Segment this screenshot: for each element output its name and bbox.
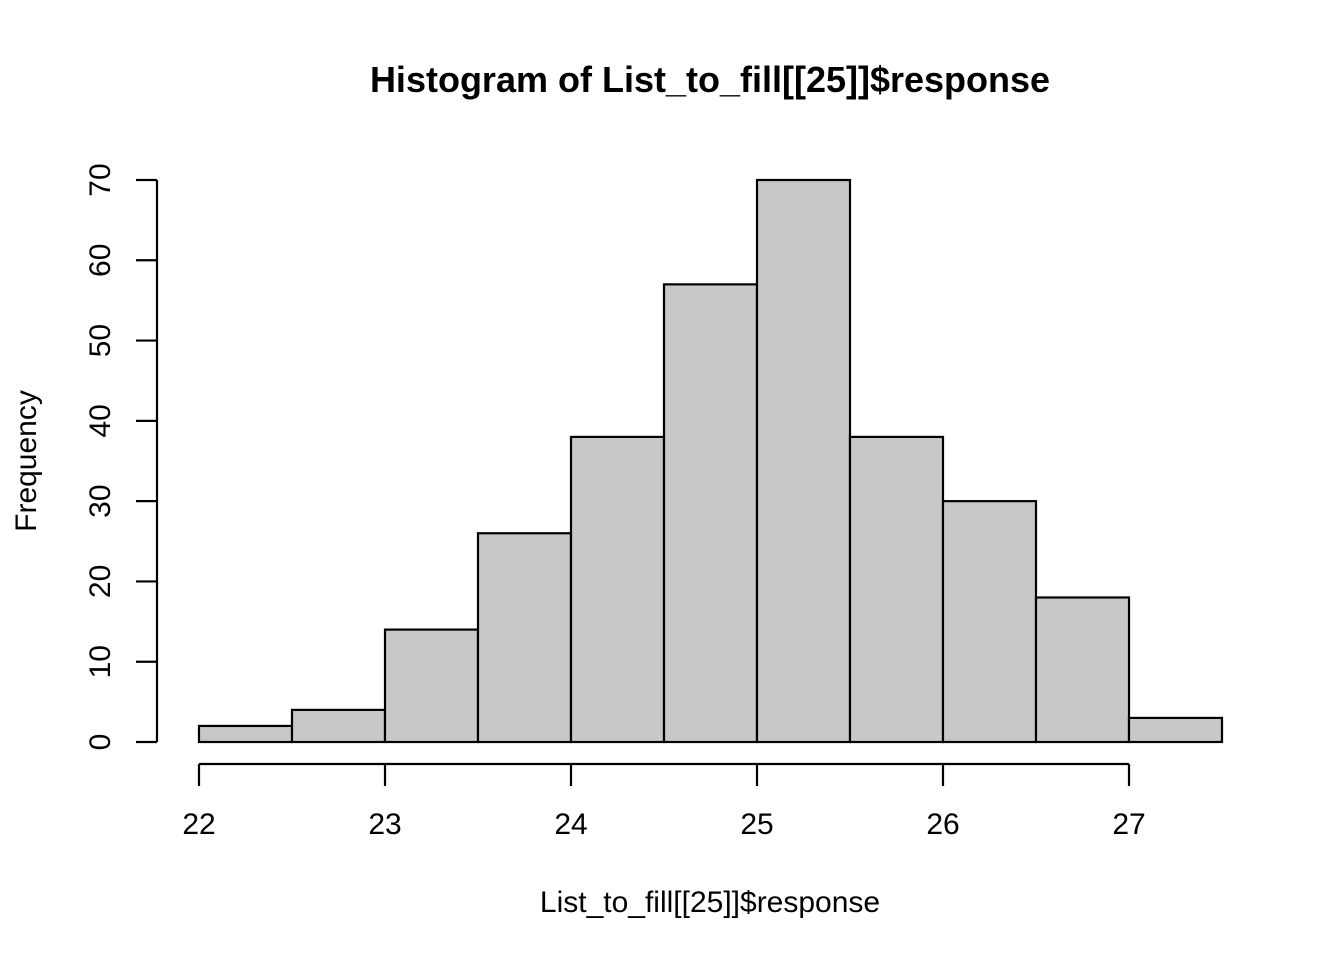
histogram-bar-10 xyxy=(1034,596,1131,744)
x-tick-label: 22 xyxy=(182,808,215,841)
x-tick-label: 27 xyxy=(1112,808,1145,841)
y-tick-label: 60 xyxy=(84,244,117,277)
x-tick-label: 24 xyxy=(554,808,587,841)
x-axis: 22 23 24 25 26 27 xyxy=(182,762,1146,841)
y-axis: 0 10 20 30 40 50 60 70 xyxy=(84,163,159,751)
histogram-bar-9 xyxy=(941,500,1038,744)
x-tick-label: 23 xyxy=(368,808,401,841)
bars-group xyxy=(197,178,1224,744)
y-tick-label: 70 xyxy=(84,163,117,196)
histogram-bar-6 xyxy=(662,283,759,744)
y-tick-label: 40 xyxy=(84,404,117,437)
histogram-bar-3 xyxy=(383,628,480,744)
histogram-bar-4 xyxy=(476,532,573,744)
y-tick-label: 20 xyxy=(84,565,117,598)
y-tick-label: 30 xyxy=(84,484,117,517)
x-tick-label: 26 xyxy=(926,808,959,841)
histogram-bar-8 xyxy=(848,435,945,744)
histogram-bar-1 xyxy=(197,724,294,744)
y-axis-label: Frequency xyxy=(10,390,43,532)
y-tick-label: 10 xyxy=(84,645,117,678)
chart-title: Histogram of List_to_fill[[25]]$response xyxy=(370,59,1050,100)
histogram-bar-7 xyxy=(755,178,852,744)
x-axis-label: List_to_fill[[25]]$response xyxy=(540,886,880,919)
histogram-bar-2 xyxy=(290,708,387,744)
histogram-bar-11 xyxy=(1127,716,1224,744)
histogram-bar-5 xyxy=(569,435,666,744)
y-tick-label: 0 xyxy=(84,734,117,751)
y-tick-label: 50 xyxy=(84,324,117,357)
x-tick-label: 25 xyxy=(740,808,773,841)
